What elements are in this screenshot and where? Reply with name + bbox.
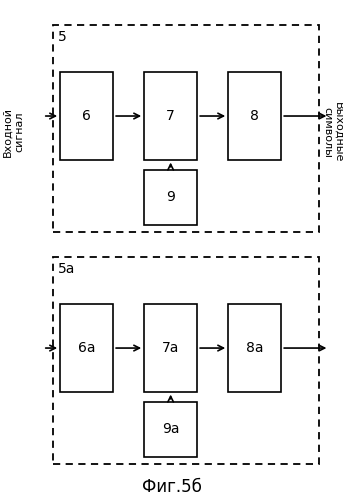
Bar bbox=[144, 72, 197, 160]
Bar bbox=[144, 170, 197, 225]
Text: 5: 5 bbox=[58, 30, 67, 44]
Text: 7: 7 bbox=[166, 109, 175, 123]
Text: 5a: 5a bbox=[58, 262, 76, 276]
Bar bbox=[228, 72, 281, 160]
Text: 9: 9 bbox=[166, 190, 175, 204]
Bar bbox=[60, 304, 113, 392]
Text: 8a: 8a bbox=[246, 341, 263, 355]
Text: 6a: 6a bbox=[78, 341, 95, 355]
Bar bbox=[144, 402, 197, 457]
Bar bbox=[53, 25, 319, 232]
Bar bbox=[53, 257, 319, 464]
Text: Выходные
символы: Выходные символы bbox=[322, 102, 343, 162]
Bar bbox=[228, 304, 281, 392]
Text: 8: 8 bbox=[250, 109, 259, 123]
Bar bbox=[144, 304, 197, 392]
Text: Входной
сигнал: Входной сигнал bbox=[3, 107, 24, 157]
Text: 7a: 7a bbox=[162, 341, 179, 355]
Bar bbox=[60, 72, 113, 160]
Text: 9a: 9a bbox=[162, 422, 179, 436]
Text: 6: 6 bbox=[82, 109, 91, 123]
Text: Фиг.5б: Фиг.5б bbox=[142, 478, 201, 496]
